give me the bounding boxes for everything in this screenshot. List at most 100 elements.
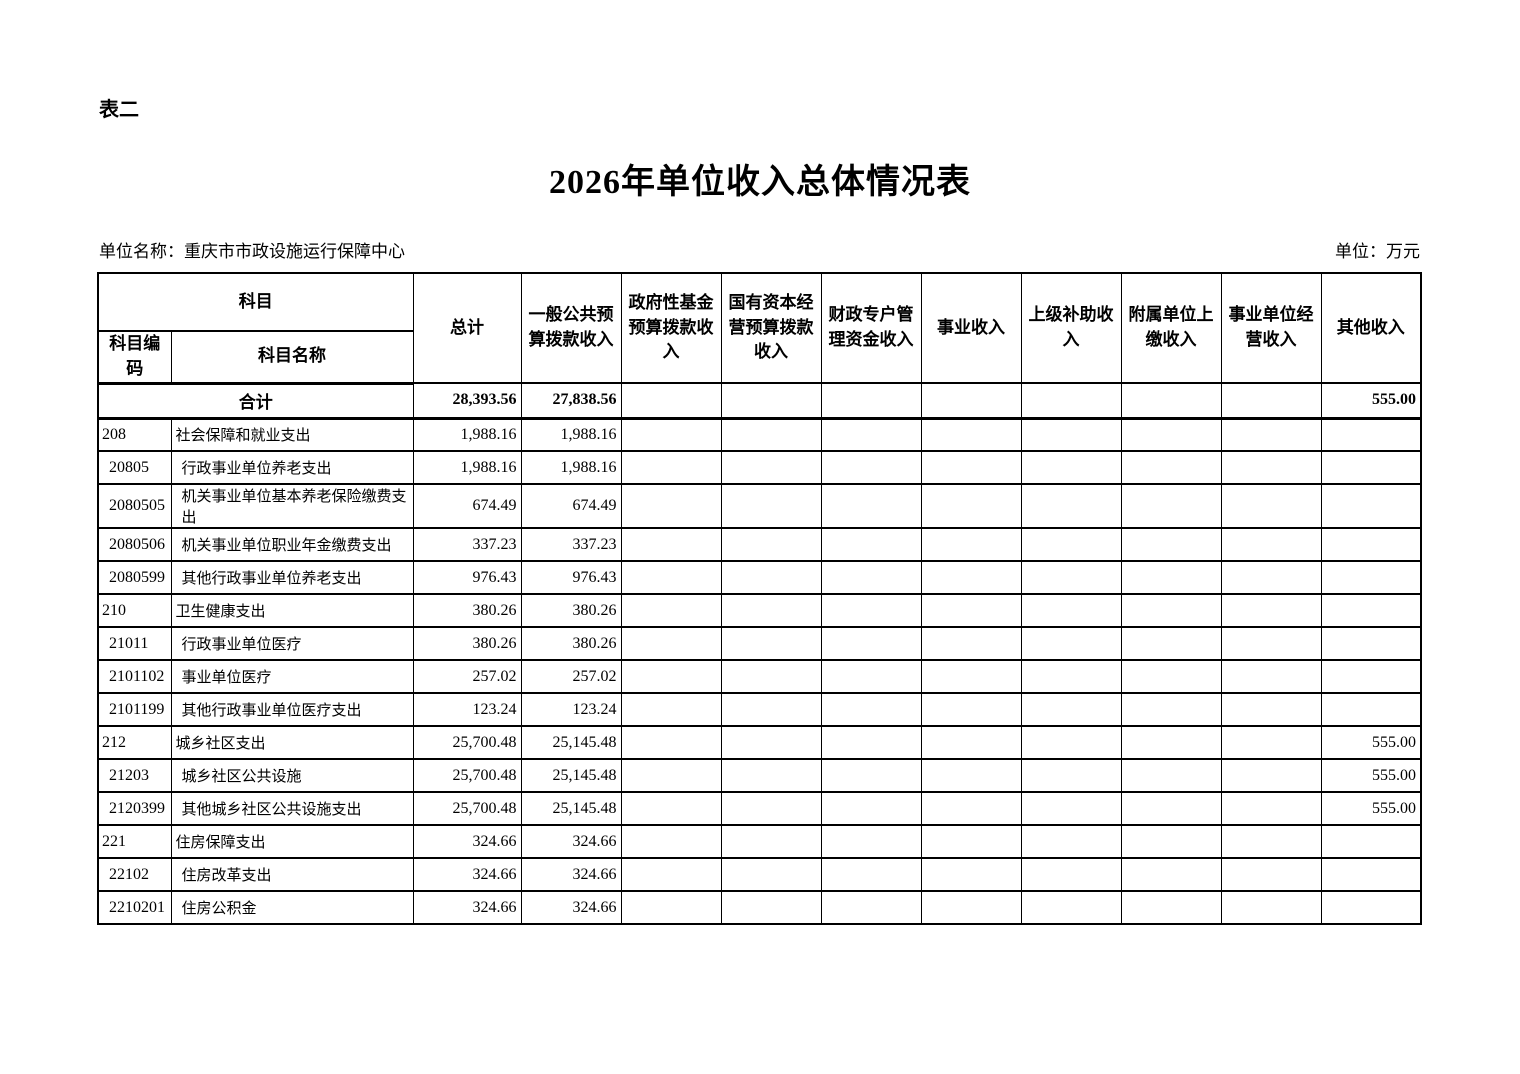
total-value-6 — [920, 382, 1022, 420]
value-cell-5 — [820, 791, 922, 826]
subject-code-cell: 2080505 — [97, 483, 172, 529]
total-value-4 — [720, 382, 822, 420]
table-row: 2080599 其他行政事业单位养老支出 976.43 976.43 — [97, 560, 1422, 595]
subject-name-cell: 机关事业单位职业年金缴费支出 — [170, 527, 414, 562]
total-row: 合计 28,393.56 27,838.56 555.00 — [97, 382, 1422, 420]
value-cell-4 — [720, 857, 822, 892]
value-cell-9 — [1220, 626, 1322, 661]
header-col-7: 上级补助收入 — [1020, 272, 1122, 384]
value-cell-2: 674.49 — [520, 483, 622, 529]
value-cell-3 — [620, 659, 722, 694]
value-cell-4 — [720, 890, 822, 925]
subject-code-cell: 2101102 — [97, 659, 172, 694]
value-cell-10 — [1320, 593, 1422, 628]
total-value-10: 555.00 — [1320, 382, 1422, 420]
value-cell-6 — [920, 725, 1022, 760]
table-tag: 表二 — [99, 99, 139, 121]
value-cell-1: 380.26 — [412, 593, 522, 628]
total-value-8 — [1120, 382, 1222, 420]
value-cell-6 — [920, 626, 1022, 661]
table-row: 21203 城乡社区公共设施 25,700.48 25,145.48 555.00 — [97, 758, 1422, 793]
subject-name-cell: 机关事业单位基本养老保险缴费支出 — [170, 483, 414, 529]
value-cell-8 — [1120, 791, 1222, 826]
value-cell-10 — [1320, 450, 1422, 485]
value-cell-3 — [620, 483, 722, 529]
subject-code-cell: 2101199 — [97, 692, 172, 727]
value-cell-5 — [820, 626, 922, 661]
value-cell-2: 380.26 — [520, 593, 622, 628]
value-cell-2: 257.02 — [520, 659, 622, 694]
value-cell-8 — [1120, 692, 1222, 727]
subject-name-cell: 住房公积金 — [170, 890, 414, 925]
total-value-5 — [820, 382, 922, 420]
value-cell-3 — [620, 725, 722, 760]
value-cell-1: 976.43 — [412, 560, 522, 595]
subject-code-cell: 22102 — [97, 857, 172, 892]
value-cell-5 — [820, 483, 922, 529]
value-cell-9 — [1220, 758, 1322, 793]
value-cell-10 — [1320, 659, 1422, 694]
value-cell-6 — [920, 758, 1022, 793]
value-cell-10 — [1320, 527, 1422, 562]
value-cell-10 — [1320, 626, 1422, 661]
value-cell-8 — [1120, 560, 1222, 595]
subject-code-cell: 210 — [97, 593, 172, 628]
value-cell-10 — [1320, 417, 1422, 452]
value-cell-4 — [720, 593, 822, 628]
value-cell-10: 555.00 — [1320, 791, 1422, 826]
value-cell-9 — [1220, 659, 1322, 694]
value-cell-5 — [820, 659, 922, 694]
value-cell-4 — [720, 417, 822, 452]
table-row: 2120399 其他城乡社区公共设施支出 25,700.48 25,145.48 555… — [97, 791, 1422, 826]
value-cell-5 — [820, 692, 922, 727]
value-cell-4 — [720, 450, 822, 485]
value-cell-7 — [1020, 626, 1122, 661]
value-cell-5 — [820, 450, 922, 485]
value-cell-2: 324.66 — [520, 824, 622, 859]
value-cell-1: 25,700.48 — [412, 791, 522, 826]
value-cell-2: 380.26 — [520, 626, 622, 661]
value-cell-9 — [1220, 857, 1322, 892]
value-cell-6 — [920, 417, 1022, 452]
value-cell-1: 674.49 — [412, 483, 522, 529]
subject-code-cell: 208 — [97, 417, 172, 452]
value-cell-7 — [1020, 560, 1122, 595]
subject-code-cell: 21011 — [97, 626, 172, 661]
value-cell-1: 257.02 — [412, 659, 522, 694]
total-value-2: 27,838.56 — [520, 382, 622, 420]
subject-name-cell: 住房改革支出 — [170, 857, 414, 892]
header-subject-group: 科目 — [97, 272, 414, 332]
value-cell-6 — [920, 824, 1022, 859]
value-cell-2: 25,145.48 — [520, 725, 622, 760]
subject-code-cell: 221 — [97, 824, 172, 859]
value-cell-4 — [720, 725, 822, 760]
value-cell-9 — [1220, 450, 1322, 485]
value-cell-2: 337.23 — [520, 527, 622, 562]
table-row: 22102 住房改革支出 324.66 324.66 — [97, 857, 1422, 892]
info-row: 单位名称：重庆市市政设施运行保障中心 单位：万元 — [99, 237, 1420, 262]
value-cell-3 — [620, 857, 722, 892]
value-cell-7 — [1020, 725, 1122, 760]
value-cell-4 — [720, 483, 822, 529]
value-cell-7 — [1020, 890, 1122, 925]
value-cell-7 — [1020, 659, 1122, 694]
value-cell-7 — [1020, 758, 1122, 793]
subject-code-cell: 212 — [97, 725, 172, 760]
value-cell-3 — [620, 626, 722, 661]
value-cell-7 — [1020, 692, 1122, 727]
value-cell-7 — [1020, 791, 1122, 826]
value-cell-1: 123.24 — [412, 692, 522, 727]
value-cell-9 — [1220, 593, 1322, 628]
unit-measure-label: 单位：万元 — [1335, 242, 1420, 261]
header-col-4: 国有资本经营预算拨款收入 — [720, 272, 822, 384]
value-cell-3 — [620, 824, 722, 859]
value-cell-8 — [1120, 626, 1222, 661]
value-cell-1: 25,700.48 — [412, 758, 522, 793]
value-cell-3 — [620, 527, 722, 562]
total-value-9 — [1220, 382, 1322, 420]
subject-name-cell: 社会保障和就业支出 — [170, 417, 414, 452]
value-cell-6 — [920, 857, 1022, 892]
value-cell-4 — [720, 758, 822, 793]
value-cell-2: 1,988.16 — [520, 417, 622, 452]
